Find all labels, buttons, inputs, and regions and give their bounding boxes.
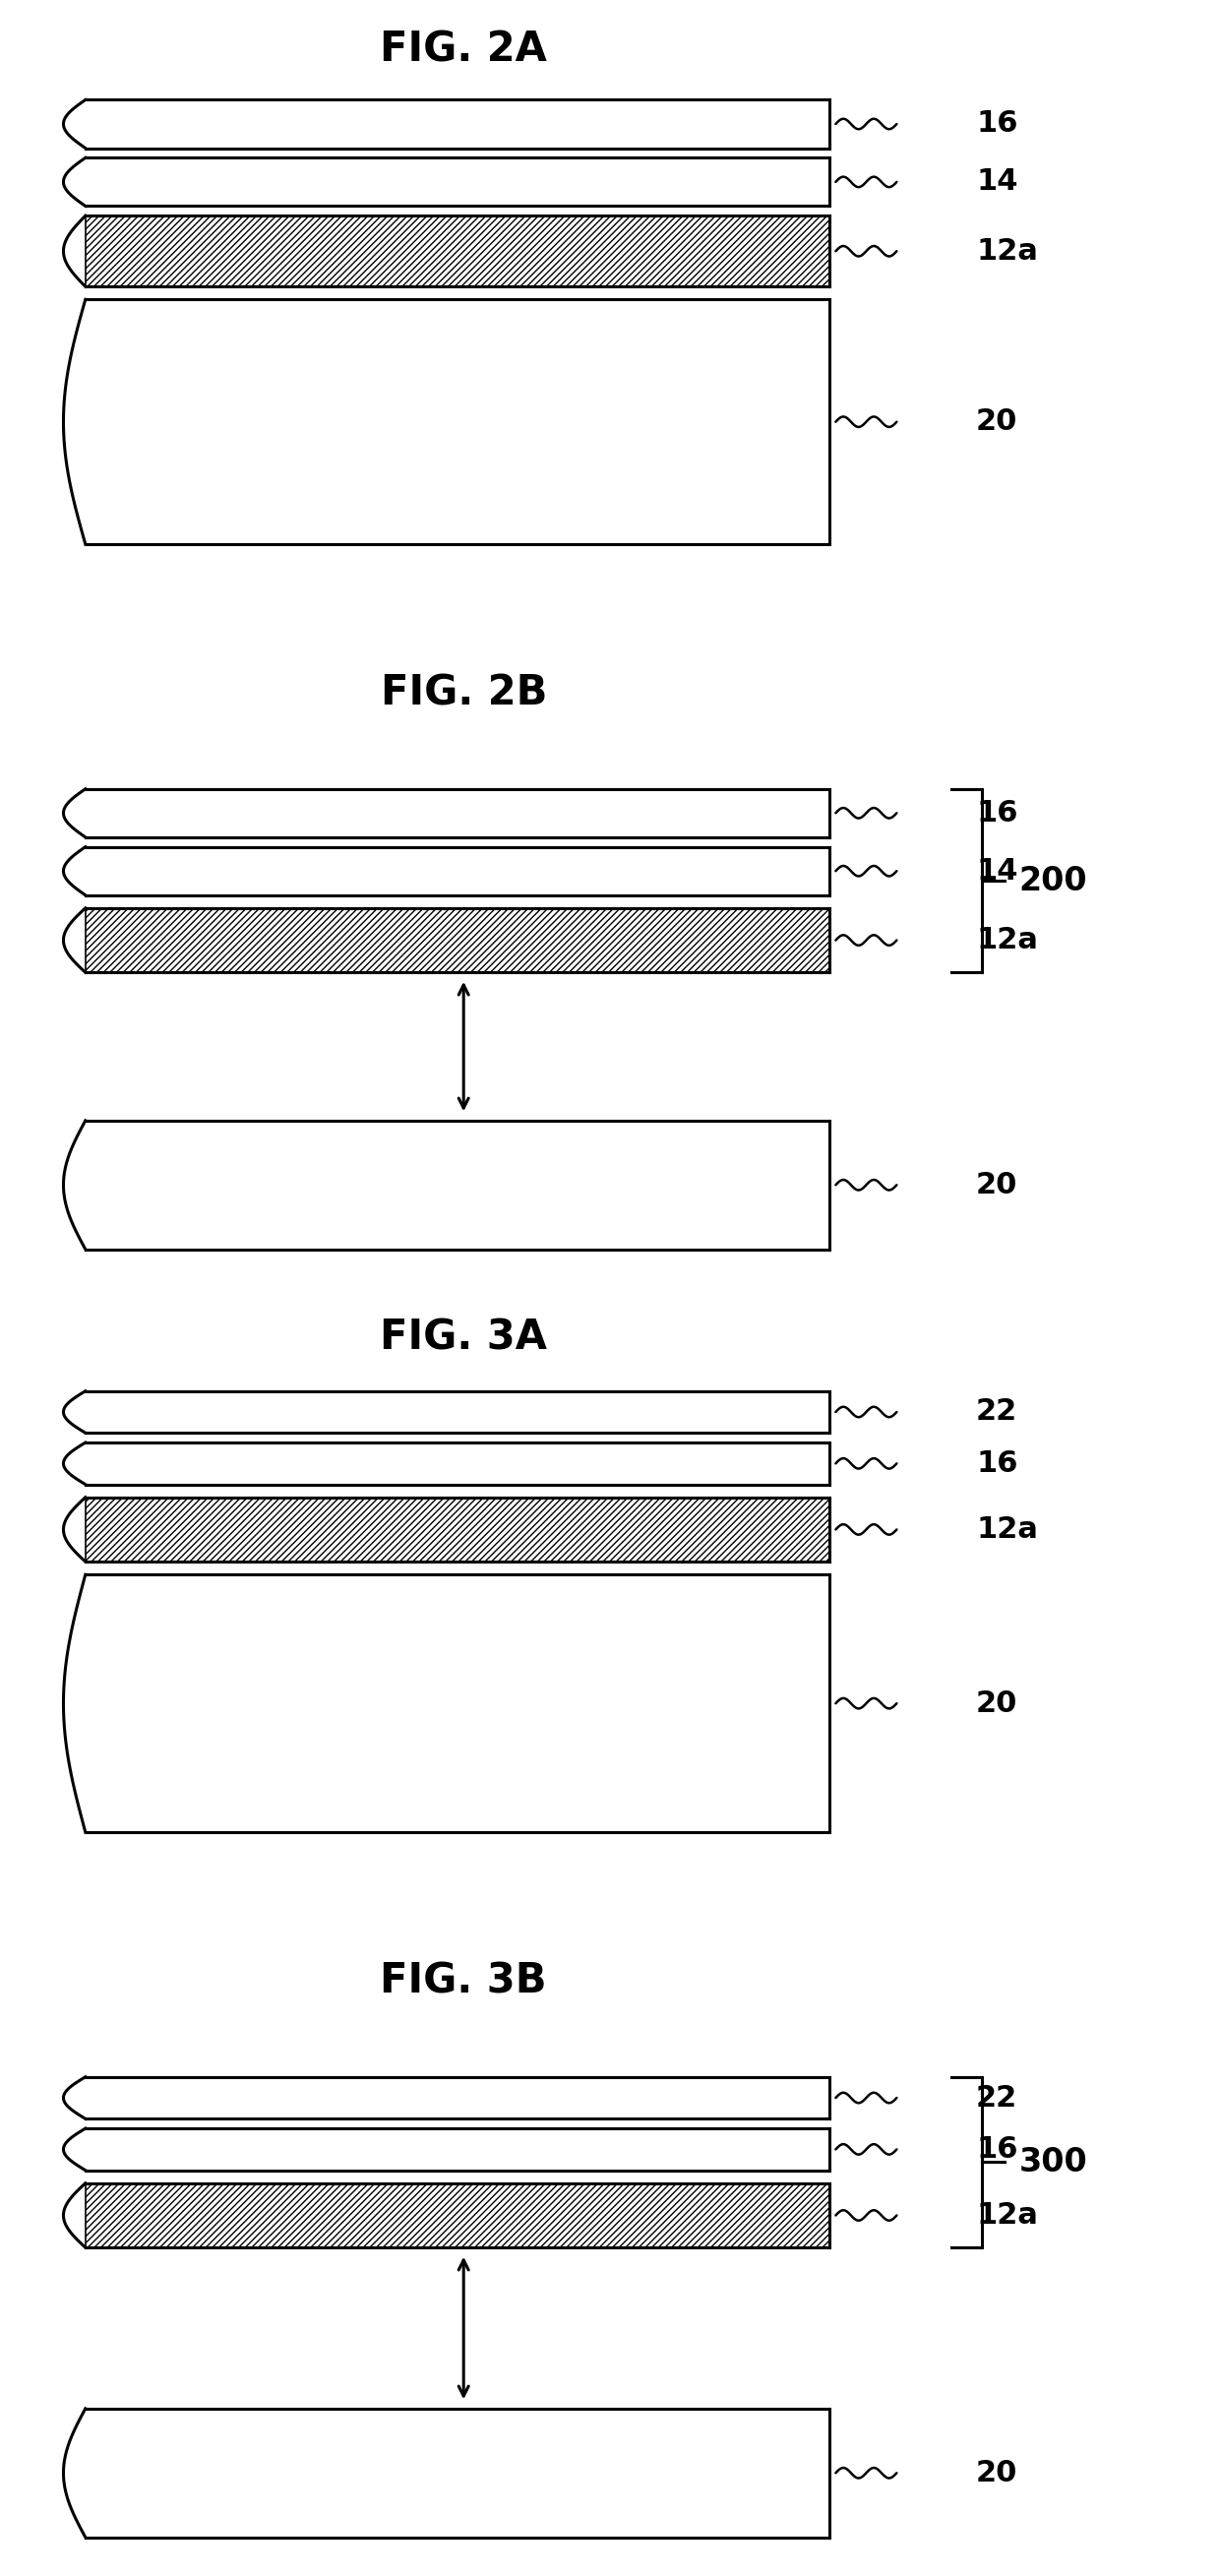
Bar <box>85 1391 830 1432</box>
Text: 16: 16 <box>976 111 1017 139</box>
Bar <box>85 788 830 837</box>
Bar <box>85 1443 830 1484</box>
Text: FIG. 2A: FIG. 2A <box>381 28 547 70</box>
Bar <box>85 1497 830 1561</box>
Text: 12a: 12a <box>976 1515 1038 1543</box>
Text: 12a: 12a <box>976 925 1038 956</box>
Text: 14: 14 <box>976 858 1017 886</box>
Bar <box>85 157 830 206</box>
Bar <box>85 299 830 544</box>
Text: FIG. 2B: FIG. 2B <box>381 672 547 714</box>
Text: 22: 22 <box>976 1399 1017 1427</box>
Text: 12a: 12a <box>976 2200 1038 2231</box>
Text: FIG. 3A: FIG. 3A <box>379 1316 548 1358</box>
Bar <box>85 2184 830 2246</box>
Bar <box>85 1574 830 1832</box>
Text: 20: 20 <box>976 1690 1017 1718</box>
Text: 16: 16 <box>976 1450 1017 1479</box>
Bar <box>85 2128 830 2169</box>
Bar <box>85 909 830 974</box>
Bar <box>85 216 830 286</box>
Bar <box>85 1497 830 1561</box>
Text: 20: 20 <box>976 407 1017 435</box>
Bar <box>85 2409 830 2537</box>
Bar <box>85 100 830 147</box>
Text: 14: 14 <box>976 167 1017 196</box>
Text: 200: 200 <box>1019 866 1087 896</box>
Bar <box>85 1121 830 1249</box>
Text: 16: 16 <box>976 799 1017 827</box>
Bar <box>85 848 830 896</box>
Text: 12a: 12a <box>976 237 1038 265</box>
Text: 20: 20 <box>976 2458 1017 2488</box>
Text: FIG. 3B: FIG. 3B <box>381 1960 547 2002</box>
Bar <box>85 216 830 286</box>
Bar <box>85 909 830 974</box>
Bar <box>85 2184 830 2246</box>
Text: 300: 300 <box>1019 2146 1087 2179</box>
Text: 22: 22 <box>976 2084 1017 2112</box>
Text: 20: 20 <box>976 1170 1017 1200</box>
Text: 16: 16 <box>976 2136 1017 2164</box>
Bar <box>85 2076 830 2117</box>
